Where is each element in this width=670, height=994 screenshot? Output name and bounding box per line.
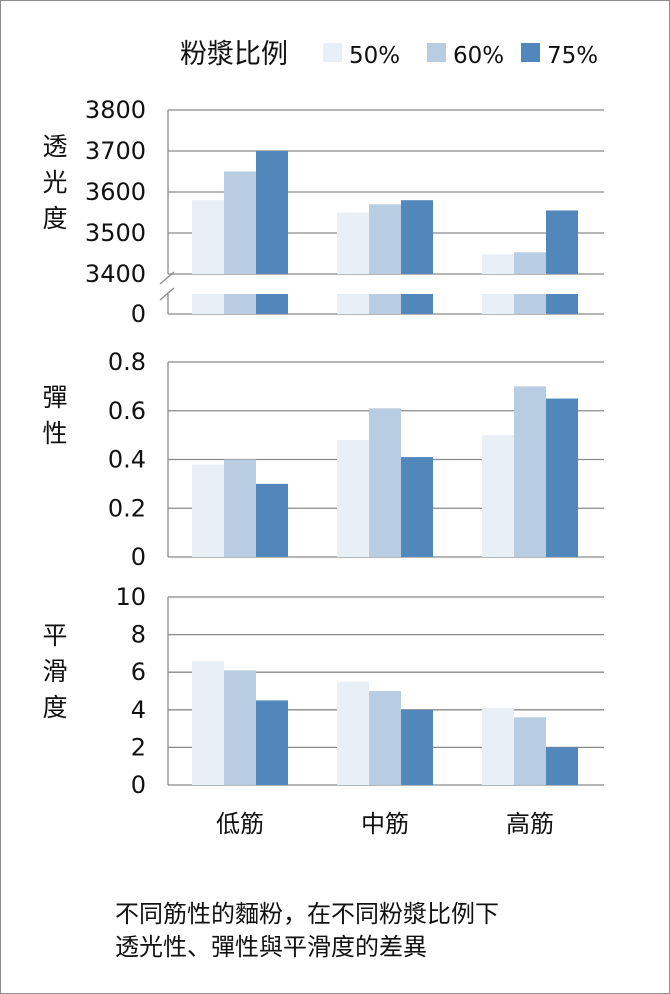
bar — [514, 386, 546, 557]
bar — [337, 212, 369, 274]
bar — [514, 252, 546, 274]
legend-title: 粉漿比例 — [180, 39, 288, 70]
bar — [256, 151, 288, 274]
bar-stub — [256, 294, 288, 314]
bar — [546, 210, 578, 274]
bar — [337, 440, 369, 557]
bar — [369, 408, 401, 557]
y-axis-label: 透光度 — [42, 132, 67, 233]
bar — [224, 670, 256, 785]
bar — [192, 660, 224, 785]
bar — [401, 200, 433, 274]
bar-stub — [514, 294, 546, 314]
y-tick-label: 0.8 — [108, 348, 146, 376]
bar — [337, 681, 369, 785]
x-tick-label: 低筋 — [216, 810, 264, 838]
x-axis-labels: 低筋 中筋 高筋 — [216, 810, 554, 838]
y-tick-label: 6 — [131, 658, 146, 686]
y-tick-label: 8 — [131, 621, 146, 649]
bar-stub — [224, 294, 256, 314]
bar-stub — [482, 294, 514, 314]
y-tick-label: 0.4 — [108, 446, 146, 474]
y-tick-label: 0 — [131, 543, 146, 571]
legend: 粉漿比例 50% 60% 75% — [180, 39, 598, 70]
x-tick-label: 中筋 — [361, 810, 409, 838]
bar — [401, 709, 433, 785]
bar — [192, 200, 224, 274]
chart-panel: 3800 3700 3600 3500 3400 0 透光度 — [42, 96, 604, 328]
caption-line-2: 透光性、彈性與平滑度的差異 — [115, 933, 427, 961]
y-tick-label: 0 — [131, 300, 146, 328]
y-tick-label: 3500 — [85, 219, 146, 247]
y-tick-label: 0 — [131, 771, 146, 799]
legend-swatch — [323, 43, 342, 62]
bar — [224, 459, 256, 557]
y-tick-label: 10 — [115, 583, 146, 611]
bar — [546, 398, 578, 557]
y-axis-label: 平滑度 — [42, 621, 67, 722]
bar-stub — [401, 294, 433, 314]
bar — [369, 691, 401, 785]
y-tick-label: 3400 — [85, 260, 146, 288]
y-axis-label: 彈性 — [42, 383, 67, 448]
legend-label: 75% — [547, 43, 598, 69]
y-tick-label: 0.6 — [108, 397, 146, 425]
legend-label: 60% — [453, 43, 504, 69]
x-tick-label: 高筋 — [506, 810, 554, 838]
chart-panel: 10 8 6 4 2 0 平滑度 — [42, 583, 604, 799]
bar — [224, 171, 256, 274]
bar — [482, 254, 514, 274]
bar — [369, 204, 401, 274]
bar-stub — [337, 294, 369, 314]
caption-line-1: 不同筋性的麵粉，在不同粉漿比例下 — [115, 900, 499, 928]
y-tick-label: 3600 — [85, 178, 146, 206]
y-tick-label: 2 — [131, 733, 146, 761]
y-tick-label: 3700 — [85, 137, 146, 165]
axis-break-mark — [159, 271, 175, 285]
bar — [192, 464, 224, 557]
y-tick-label: 4 — [131, 696, 146, 724]
legend-swatch — [521, 43, 540, 62]
y-tick-label: 3800 — [85, 96, 146, 124]
y-tick-label: 0.2 — [108, 494, 146, 522]
bar — [482, 707, 514, 785]
bar-stub — [192, 294, 224, 314]
bar — [256, 483, 288, 557]
legend-label: 50% — [349, 43, 400, 69]
bar — [514, 717, 546, 785]
bar — [546, 747, 578, 785]
chart-panel: 0.8 0.6 0.4 0.2 0 彈性 — [42, 348, 604, 571]
bar-stub — [546, 294, 578, 314]
axis-break-mark — [159, 287, 175, 301]
legend-swatch — [427, 43, 446, 62]
figure-caption: 不同筋性的麵粉，在不同粉漿比例下 透光性、彈性與平滑度的差異 — [115, 898, 655, 964]
bar — [256, 700, 288, 785]
bar — [482, 435, 514, 557]
bar-stub — [369, 294, 401, 314]
bar — [401, 457, 433, 557]
